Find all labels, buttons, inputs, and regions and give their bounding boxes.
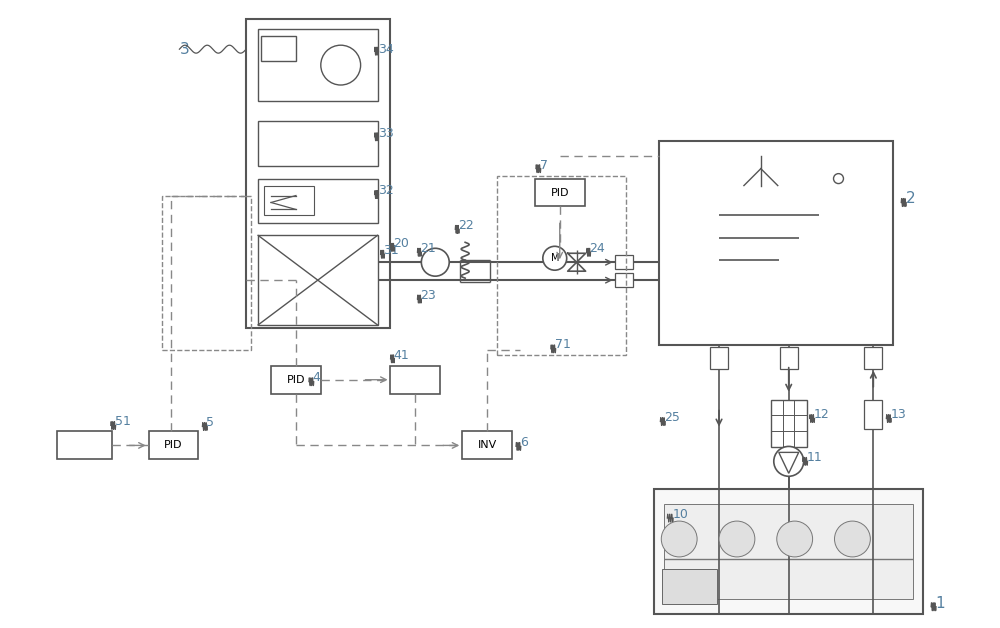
Bar: [162, 195, 251, 350]
Text: 41: 41: [393, 349, 409, 362]
Circle shape: [321, 45, 361, 85]
Bar: [497, 176, 626, 355]
Bar: [664, 504, 913, 598]
Text: 51: 51: [115, 415, 131, 428]
Text: 7: 7: [540, 159, 548, 172]
Text: 12: 12: [814, 408, 829, 421]
Bar: [864, 399, 882, 430]
Bar: [659, 141, 893, 345]
Bar: [864, 347, 882, 369]
Text: 3: 3: [179, 41, 189, 57]
Bar: [535, 178, 585, 207]
Bar: [390, 365, 440, 394]
Text: 1: 1: [935, 596, 945, 611]
Bar: [149, 431, 198, 459]
Bar: [57, 431, 112, 459]
Circle shape: [719, 521, 755, 557]
Text: 34: 34: [379, 43, 394, 56]
Bar: [264, 185, 314, 215]
Text: 71: 71: [555, 338, 571, 351]
Circle shape: [834, 173, 843, 183]
Text: PID: PID: [164, 440, 183, 450]
Text: 22: 22: [458, 219, 474, 232]
Text: 31: 31: [384, 244, 399, 257]
Bar: [261, 36, 296, 61]
Text: 20: 20: [393, 237, 409, 250]
Bar: [654, 489, 923, 614]
Bar: [780, 347, 798, 369]
Text: 25: 25: [664, 411, 680, 424]
Text: 4: 4: [313, 371, 321, 384]
Bar: [246, 19, 390, 328]
Text: M: M: [551, 253, 559, 263]
Bar: [258, 121, 378, 166]
Circle shape: [543, 246, 567, 270]
Text: PID: PID: [287, 375, 305, 385]
Bar: [662, 569, 717, 604]
Text: INV: INV: [477, 440, 497, 450]
Bar: [271, 365, 321, 394]
Bar: [615, 255, 633, 269]
Text: 5: 5: [206, 416, 214, 429]
Text: 6: 6: [520, 436, 528, 449]
Bar: [258, 30, 378, 101]
Bar: [462, 431, 512, 459]
Bar: [719, 507, 747, 527]
Bar: [258, 178, 378, 224]
Text: 32: 32: [379, 184, 394, 197]
Circle shape: [774, 447, 804, 476]
Circle shape: [777, 521, 813, 557]
Text: 2: 2: [906, 191, 916, 206]
Text: 33: 33: [379, 127, 394, 140]
Circle shape: [661, 521, 697, 557]
Text: 10: 10: [672, 507, 688, 521]
Text: 21: 21: [420, 242, 436, 255]
Bar: [710, 347, 728, 369]
Bar: [771, 399, 807, 447]
Text: 23: 23: [420, 289, 436, 301]
Text: 13: 13: [890, 408, 906, 421]
Text: PID: PID: [550, 188, 569, 198]
Circle shape: [835, 521, 870, 557]
Bar: [258, 236, 378, 325]
Circle shape: [421, 248, 449, 276]
Text: 11: 11: [807, 451, 822, 464]
Text: 24: 24: [590, 242, 605, 255]
Bar: [615, 273, 633, 287]
